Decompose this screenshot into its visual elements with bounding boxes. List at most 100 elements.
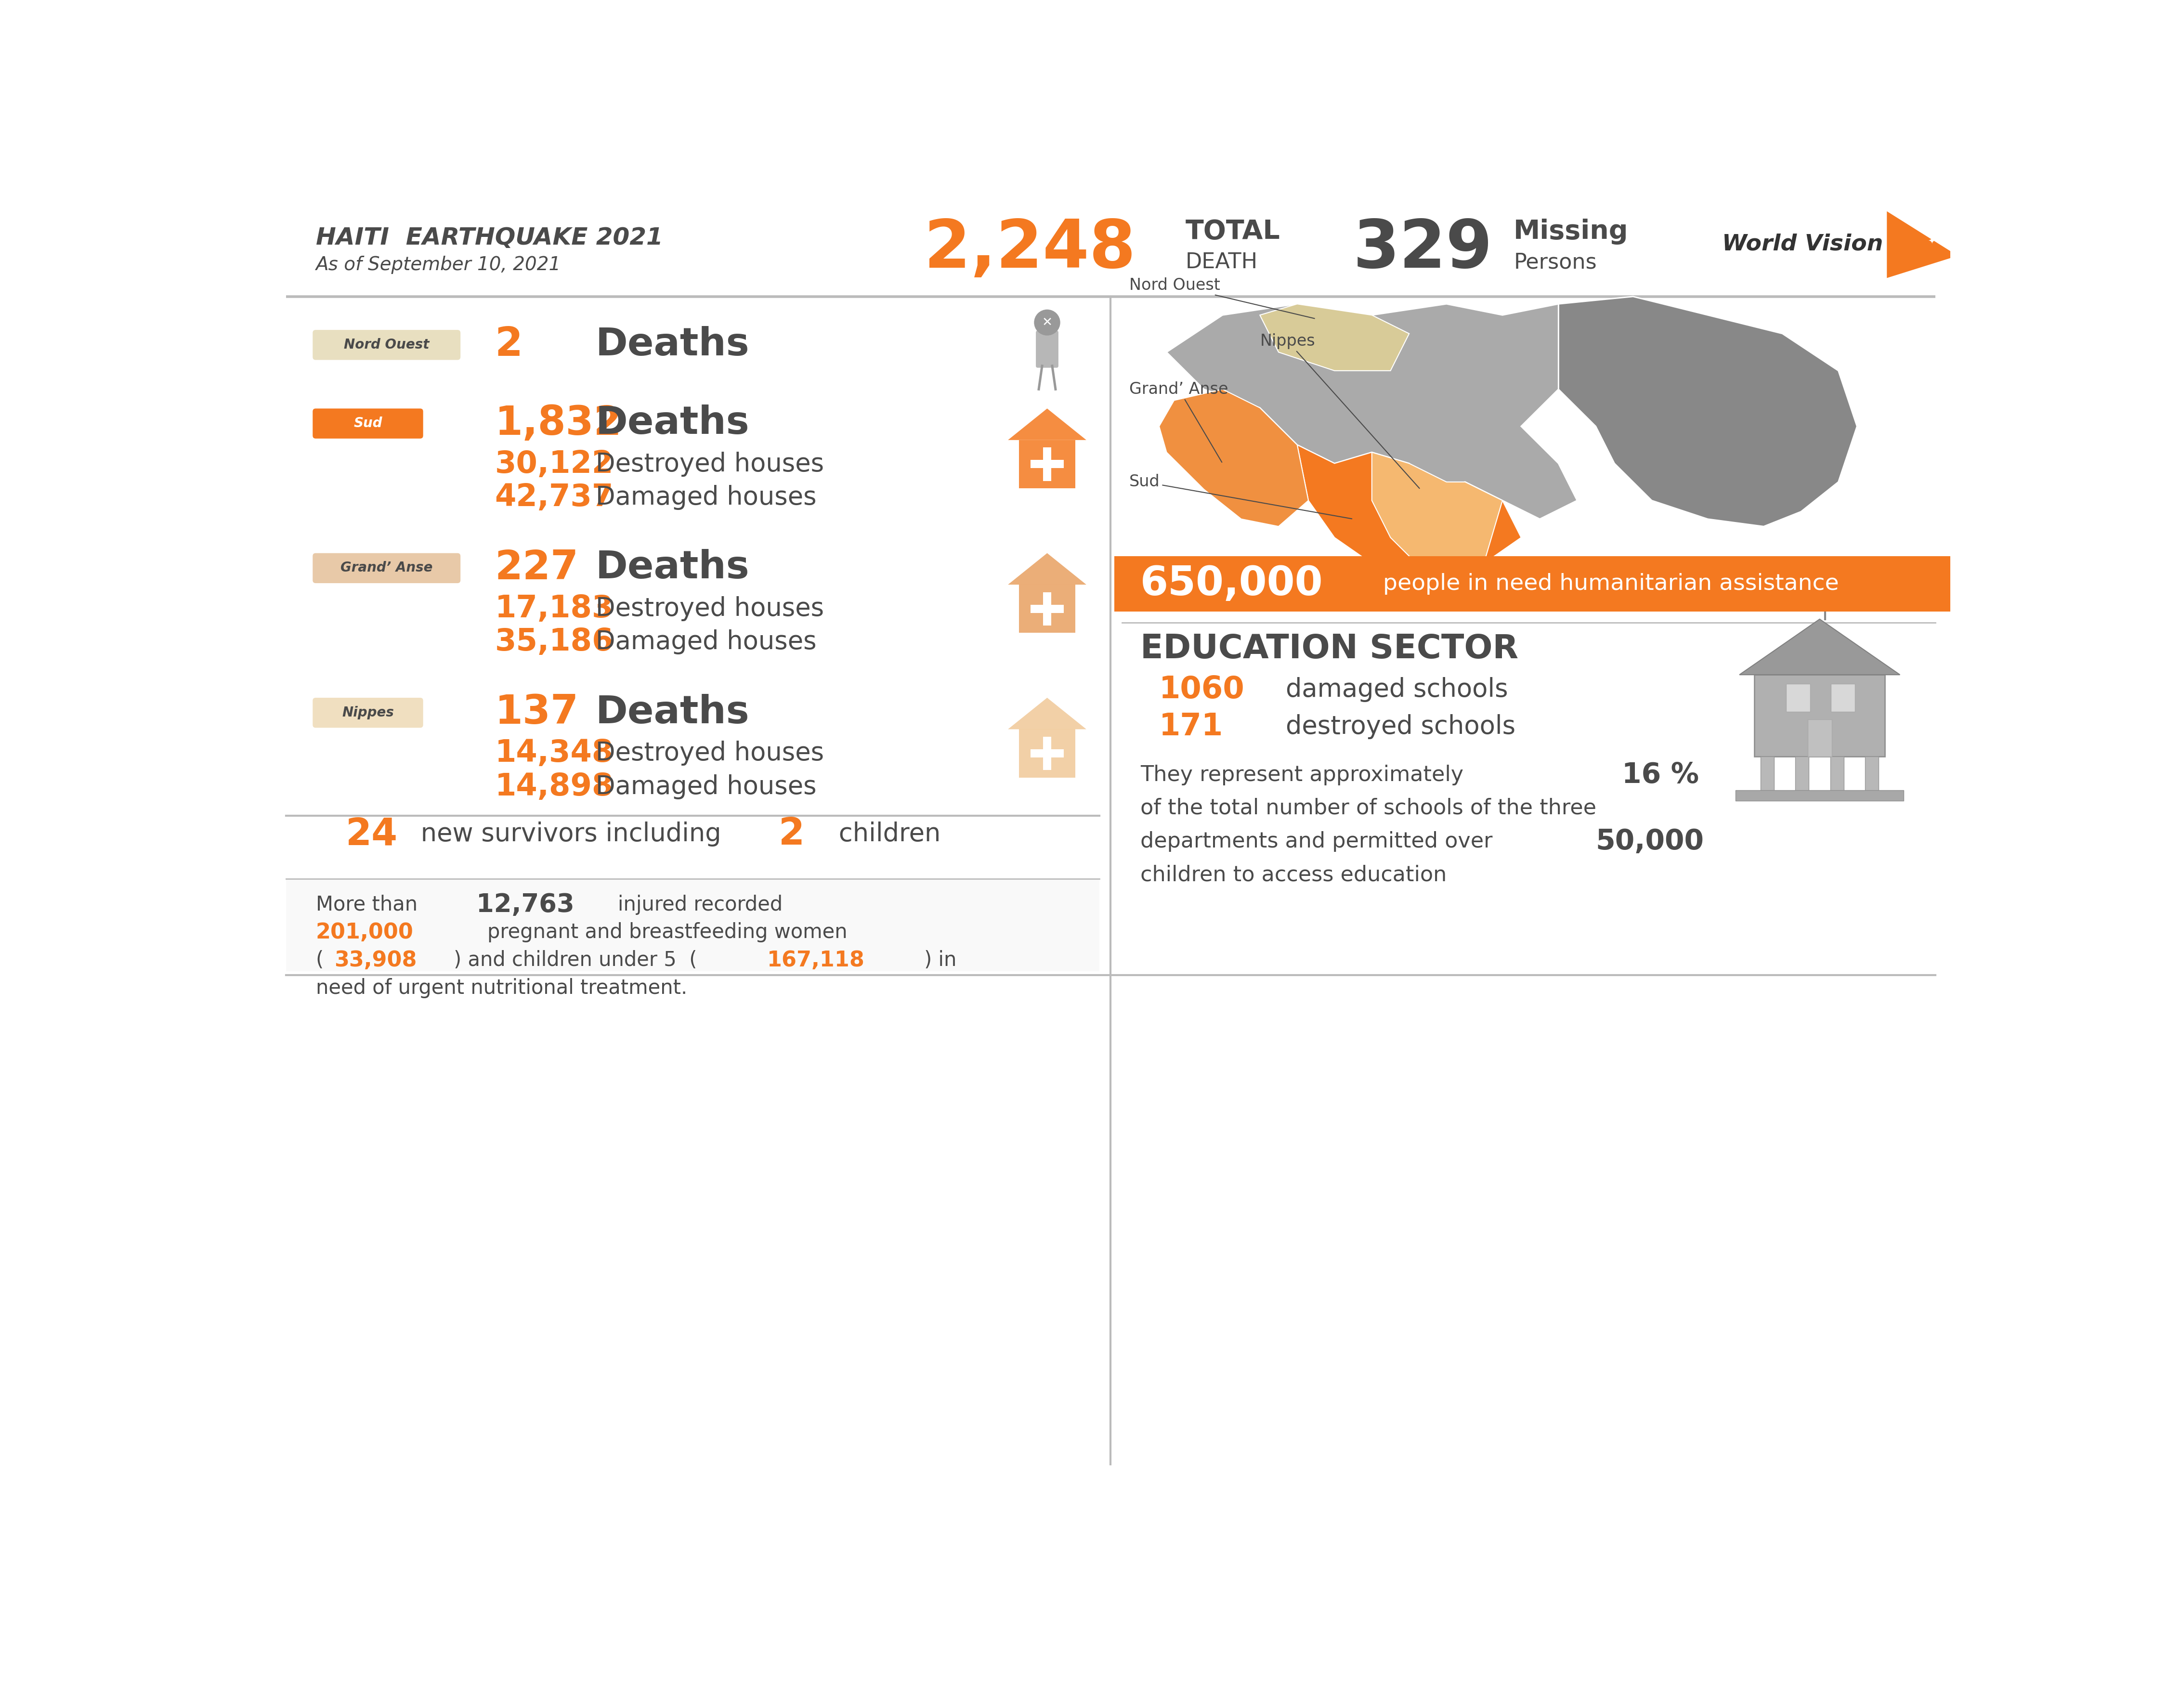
FancyBboxPatch shape — [1018, 584, 1075, 634]
Text: Nord Ouest: Nord Ouest — [1129, 277, 1315, 318]
Text: Deaths: Deaths — [596, 326, 750, 364]
Text: Sud: Sud — [1129, 475, 1352, 519]
Text: ✦: ✦ — [1929, 236, 1935, 246]
FancyBboxPatch shape — [1831, 757, 1844, 791]
Text: 227: 227 — [494, 548, 579, 588]
Text: HAITI  EARTHQUAKE 2021: HAITI EARTHQUAKE 2021 — [316, 225, 663, 249]
Text: Destroyed houses: Destroyed houses — [596, 741, 823, 765]
Text: 137: 137 — [494, 693, 579, 733]
Text: Sud: Sud — [353, 417, 381, 430]
Text: Damaged houses: Damaged houses — [596, 630, 817, 654]
Text: 14,898: 14,898 — [494, 772, 613, 801]
Text: Damaged houses: Damaged houses — [596, 485, 817, 511]
Text: Grand’ Anse: Grand’ Anse — [1129, 381, 1229, 463]
Text: World Vision: World Vision — [1723, 234, 1883, 254]
Text: ) in: ) in — [923, 950, 956, 970]
Polygon shape — [1008, 699, 1086, 729]
Polygon shape — [1372, 453, 1502, 574]
Text: TOTAL: TOTAL — [1185, 219, 1281, 244]
Polygon shape — [1159, 389, 1309, 526]
Text: DEATH: DEATH — [1185, 253, 1257, 273]
Text: Destroyed houses: Destroyed houses — [596, 451, 823, 477]
Text: Deaths: Deaths — [596, 405, 750, 442]
FancyBboxPatch shape — [1831, 683, 1855, 712]
Text: Deaths: Deaths — [596, 693, 750, 731]
Polygon shape — [1740, 618, 1900, 675]
Text: 650,000: 650,000 — [1140, 564, 1324, 603]
Text: 42,737: 42,737 — [494, 483, 613, 512]
FancyBboxPatch shape — [1755, 675, 1885, 757]
FancyBboxPatch shape — [312, 699, 423, 728]
Text: 2: 2 — [494, 325, 522, 364]
FancyBboxPatch shape — [1018, 729, 1075, 777]
Text: 2,248: 2,248 — [923, 217, 1136, 282]
FancyBboxPatch shape — [312, 330, 459, 360]
Text: destroyed schools: destroyed schools — [1285, 714, 1515, 740]
FancyBboxPatch shape — [1029, 459, 1064, 468]
Text: 50,000: 50,000 — [1595, 828, 1703, 856]
Text: 30,122: 30,122 — [494, 449, 613, 478]
Text: of the total number of schools of the three: of the total number of schools of the th… — [1140, 798, 1597, 818]
Text: Nord Ouest: Nord Ouest — [345, 338, 429, 352]
FancyBboxPatch shape — [312, 553, 459, 582]
Text: 1060: 1060 — [1159, 675, 1244, 704]
Text: need of urgent nutritional treatment.: need of urgent nutritional treatment. — [316, 979, 687, 997]
Text: Nippes: Nippes — [1259, 333, 1419, 488]
Polygon shape — [1259, 304, 1409, 371]
Text: As of September 10, 2021: As of September 10, 2021 — [316, 256, 561, 273]
Text: injured recorded: injured recorded — [618, 895, 782, 915]
Text: people in need humanitarian assistance: people in need humanitarian assistance — [1383, 574, 1840, 594]
FancyBboxPatch shape — [1736, 791, 1903, 801]
FancyBboxPatch shape — [286, 878, 1099, 972]
Polygon shape — [1825, 574, 1851, 605]
FancyBboxPatch shape — [1029, 750, 1064, 757]
Text: 14,348: 14,348 — [494, 738, 613, 769]
FancyBboxPatch shape — [1786, 683, 1809, 712]
Text: damaged schools: damaged schools — [1285, 676, 1508, 702]
FancyBboxPatch shape — [1114, 557, 1950, 611]
Polygon shape — [1008, 408, 1086, 441]
Text: 2: 2 — [778, 816, 804, 852]
FancyBboxPatch shape — [312, 408, 423, 439]
Text: Grand’ Anse: Grand’ Anse — [340, 562, 433, 574]
Text: 329: 329 — [1352, 217, 1493, 282]
Circle shape — [1034, 309, 1060, 335]
FancyBboxPatch shape — [1018, 441, 1075, 488]
Text: 1,832: 1,832 — [494, 403, 622, 442]
Text: 24: 24 — [345, 816, 399, 852]
Text: pregnant and breastfeeding women: pregnant and breastfeeding women — [488, 922, 847, 943]
Polygon shape — [1558, 297, 1857, 526]
Text: children to access education: children to access education — [1140, 864, 1448, 885]
Polygon shape — [1298, 444, 1521, 574]
FancyBboxPatch shape — [1042, 447, 1051, 482]
Text: Nippes: Nippes — [342, 705, 394, 719]
Text: ) and children under 5  (: ) and children under 5 ( — [453, 950, 698, 970]
Text: 171: 171 — [1159, 712, 1222, 741]
FancyBboxPatch shape — [1866, 757, 1879, 791]
Text: Deaths: Deaths — [596, 550, 750, 588]
Text: children: children — [830, 822, 940, 847]
Text: 16 %: 16 % — [1621, 762, 1699, 789]
FancyBboxPatch shape — [1029, 605, 1064, 613]
Text: 33,908: 33,908 — [334, 950, 416, 970]
FancyBboxPatch shape — [1036, 331, 1057, 367]
Text: Persons: Persons — [1513, 253, 1597, 273]
Text: They represent approximately: They represent approximately — [1140, 765, 1471, 786]
Text: Missing: Missing — [1513, 219, 1630, 244]
Text: More than: More than — [316, 895, 418, 915]
Text: (: ( — [316, 950, 323, 970]
Polygon shape — [1008, 553, 1086, 584]
FancyBboxPatch shape — [1042, 593, 1051, 625]
FancyBboxPatch shape — [1762, 757, 1775, 791]
Text: new survivors including: new survivors including — [412, 822, 730, 847]
Text: Destroyed houses: Destroyed houses — [596, 596, 823, 622]
Text: 17,183: 17,183 — [494, 594, 613, 623]
Text: 201,000: 201,000 — [316, 922, 414, 943]
FancyBboxPatch shape — [1796, 757, 1809, 791]
Text: 167,118: 167,118 — [767, 950, 865, 970]
Text: Damaged houses: Damaged houses — [596, 774, 817, 799]
Text: departments and permitted over: departments and permitted over — [1140, 832, 1500, 852]
Text: 35,186: 35,186 — [494, 627, 613, 658]
Text: ✕: ✕ — [1042, 316, 1053, 328]
Text: 12,763: 12,763 — [477, 892, 574, 917]
